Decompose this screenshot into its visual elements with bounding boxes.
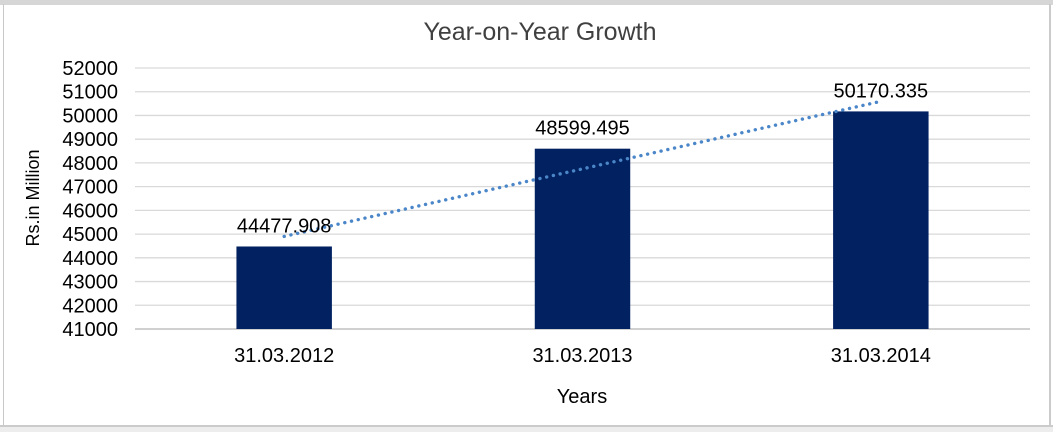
y-tick-label: 48000 xyxy=(62,153,118,175)
y-tick-label: 46000 xyxy=(62,200,118,222)
y-axis-tick-labels: 5200051000500004900048000470004600045000… xyxy=(62,58,118,341)
data-label: 48599.495 xyxy=(535,118,630,140)
y-tick-label: 41000 xyxy=(62,319,118,341)
y-axis-title: Rs.in Million xyxy=(23,149,43,246)
bar xyxy=(833,111,929,329)
x-tick-label: 31.03.2014 xyxy=(831,345,931,367)
bar-series xyxy=(236,111,929,329)
y-tick-label: 45000 xyxy=(62,224,118,246)
y-tick-label: 44000 xyxy=(62,248,118,270)
data-label: 50170.335 xyxy=(834,80,929,102)
y-tick-label: 43000 xyxy=(62,272,118,294)
y-tick-label: 52000 xyxy=(62,58,118,80)
y-tick-label: 42000 xyxy=(62,295,118,317)
x-axis-title: Years xyxy=(557,386,607,408)
frame-border-right xyxy=(1049,4,1051,426)
y-tick-label: 47000 xyxy=(62,177,118,199)
frame-border-left xyxy=(3,4,4,426)
bar xyxy=(236,246,332,329)
trendline xyxy=(282,99,883,239)
x-axis-tick-labels: 31.03.2012 31.03.2013 31.03.2014 xyxy=(234,345,931,367)
frame-border-bottom-shade xyxy=(0,427,1053,432)
chart-title: Year-on-Year Growth xyxy=(423,18,656,46)
trendline-dotted xyxy=(282,99,883,239)
y-tick-label: 50000 xyxy=(62,105,118,127)
frame-border-top xyxy=(0,0,1053,5)
x-tick-label: 31.03.2013 xyxy=(532,345,632,367)
data-labels: 44477.908 48599.495 50170.335 xyxy=(237,80,928,237)
bar xyxy=(534,148,631,329)
data-label: 44477.908 xyxy=(237,215,332,237)
y-tick-label: 49000 xyxy=(62,129,118,151)
frame-border-bottom xyxy=(0,425,1053,427)
x-tick-label: 31.03.2012 xyxy=(234,345,334,367)
y-tick-label: 51000 xyxy=(62,82,118,104)
